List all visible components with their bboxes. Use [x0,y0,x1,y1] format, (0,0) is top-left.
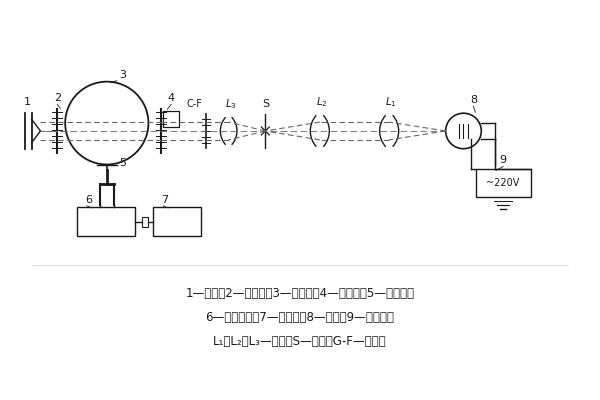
Text: 1—陷阱；2—标准板；3—积分球；4—试样架；5—光电池；: 1—陷阱；2—标准板；3—积分球；4—试样架；5—光电池； [185,287,415,300]
Text: 8: 8 [470,95,477,105]
Text: 5: 5 [119,158,125,168]
Text: S: S [262,99,269,109]
Bar [142,217,148,227]
Text: 1: 1 [24,97,31,107]
Text: 9: 9 [500,156,506,166]
Text: C-F: C-F [186,99,202,109]
Text: $L_2$: $L_2$ [316,96,328,109]
Text: $L_3$: $L_3$ [225,98,236,111]
Bar [476,170,531,197]
Bar [77,207,134,236]
Bar [163,111,179,127]
Text: L₁，L₂，L₃—透镜；S—光孔；G-F—滤光器: L₁，L₂，L₃—透镜；S—光孔；G-F—滤光器 [213,334,387,348]
Bar [154,207,201,236]
Text: 3: 3 [119,70,125,80]
Text: 4: 4 [167,93,175,103]
Text: ~220V: ~220V [487,178,520,188]
Text: $L_1$: $L_1$ [385,96,397,109]
Text: 6: 6 [85,195,92,205]
Text: 6—控制线路；7—检流计；8—光源；9—稳压器；: 6—控制线路；7—检流计；8—光源；9—稳压器； [206,311,394,324]
Text: 7: 7 [161,195,169,205]
Text: 2: 2 [54,93,61,103]
